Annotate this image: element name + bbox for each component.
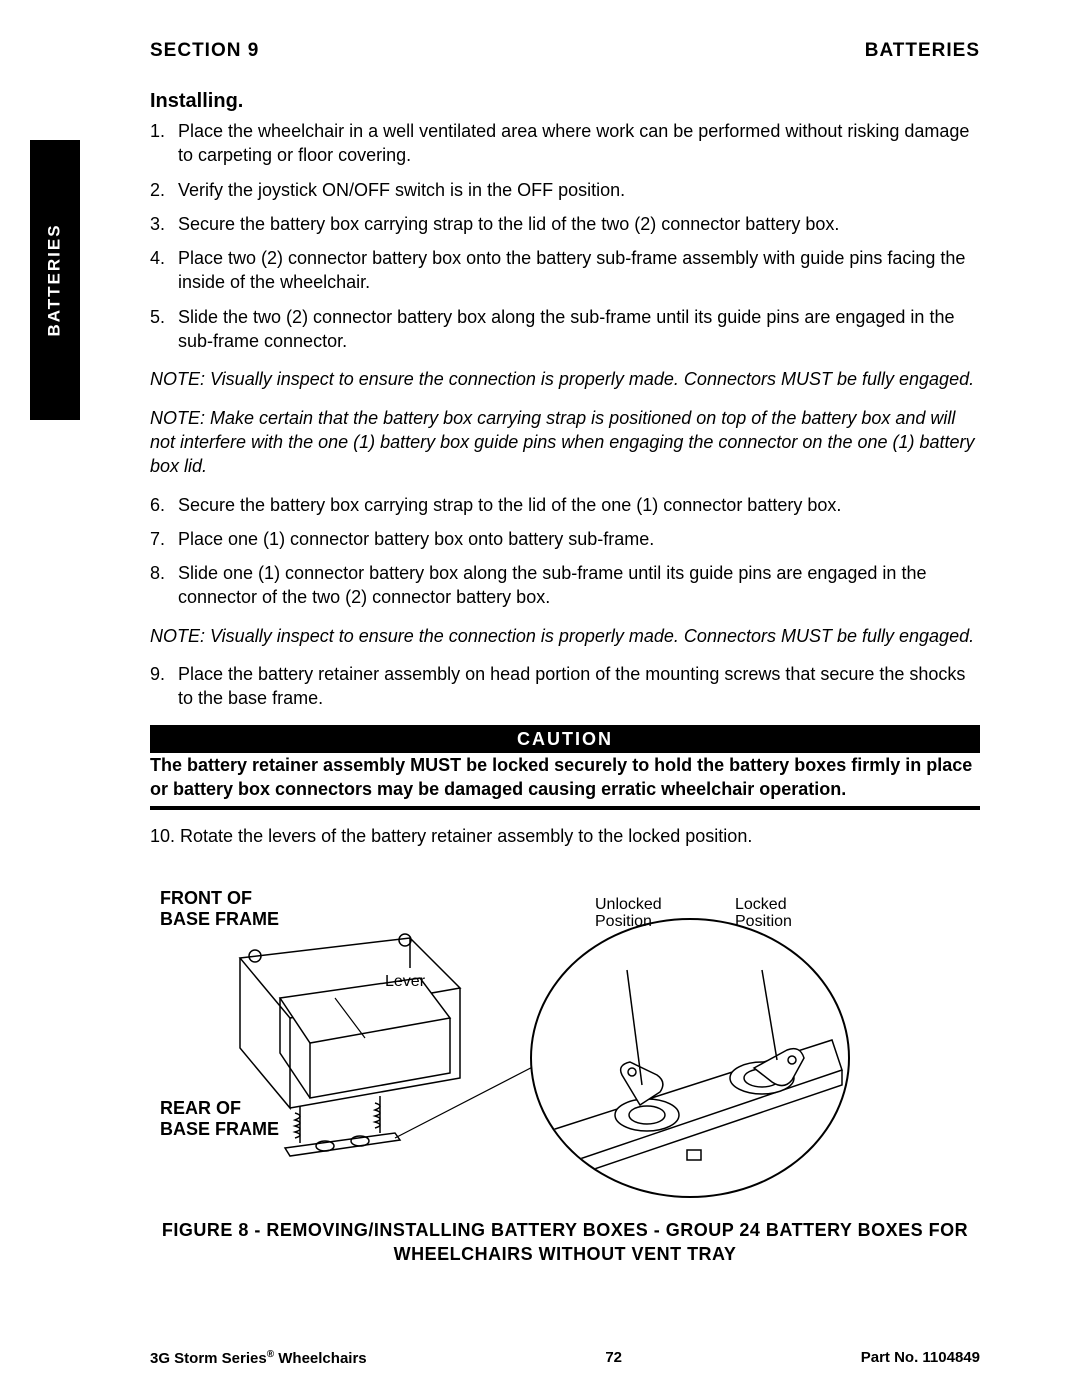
figure-caption: FIGURE 8 - REMOVING/INSTALLING BATTERY B… [150,1218,980,1267]
base-frame-drawing [210,928,510,1168]
step: Slide one (1) connector battery box alon… [150,561,980,610]
detail-circle [530,918,850,1198]
part-number: Part No. 1104849 [861,1349,980,1367]
step: Secure the battery box carrying strap to… [150,212,980,236]
footer-product: 3G Storm Series® Wheelchairs [150,1349,367,1367]
steps-list-a: Place the wheelchair in a well ventilate… [150,119,980,353]
step-10: 10. Rotate the levers of the battery ret… [150,824,980,848]
label-lever: Lever [385,973,425,991]
page: SECTION 9 BATTERIES Installing. Place th… [0,0,1080,1397]
steps-list-b: Secure the battery box carrying strap to… [150,493,980,610]
caution-bar: CAUTION [150,725,980,753]
note: NOTE: Visually inspect to ensure the con… [150,367,980,391]
label-unlocked: Unlocked Position [595,896,662,931]
page-number: 72 [605,1349,622,1367]
section-label: SECTION 9 [150,40,259,62]
figure-8: FRONT OF BASE FRAME REAR OF BASE FRAME [150,888,980,1198]
label-front: FRONT OF BASE FRAME [160,888,279,931]
caution-rule [150,806,980,810]
step: Place one (1) connector battery box onto… [150,527,980,551]
caution-text: The battery retainer assembly MUST be lo… [150,753,980,802]
subheading: Installing. [100,90,980,113]
content: Place the wheelchair in a well ventilate… [100,119,980,1266]
step: Verify the joystick ON/OFF switch is in … [150,178,980,202]
note: NOTE: Make certain that the battery box … [150,406,980,479]
page-footer: 3G Storm Series® Wheelchairs 72 Part No.… [100,1349,980,1367]
step: Slide the two (2) connector battery box … [150,305,980,354]
page-header: SECTION 9 BATTERIES [100,40,980,62]
step: Secure the battery box carrying strap to… [150,493,980,517]
label-locked: Locked Position [735,896,792,931]
detail-drawing [532,920,850,1198]
steps-list-c: Place the battery retainer assembly on h… [150,662,980,711]
step: Place the wheelchair in a well ventilate… [150,119,980,168]
chapter-label: BATTERIES [865,40,980,62]
step: Place the battery retainer assembly on h… [150,662,980,711]
note: NOTE: Visually inspect to ensure the con… [150,624,980,648]
step: Place two (2) connector battery box onto… [150,246,980,295]
registered-icon: ® [267,1349,274,1360]
